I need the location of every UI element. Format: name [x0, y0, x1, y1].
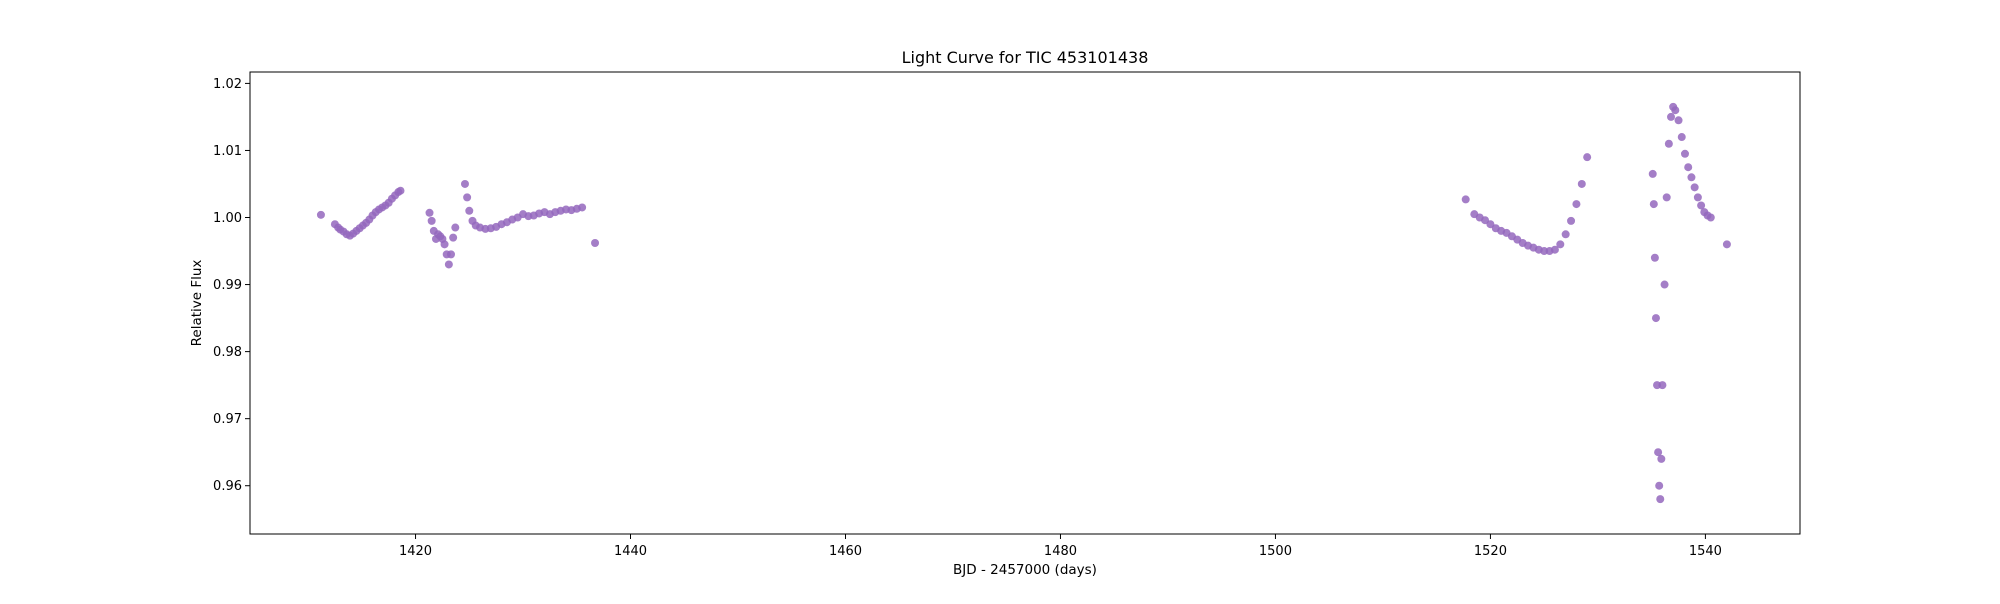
data-point [1649, 200, 1658, 209]
data-point [463, 193, 472, 202]
data-point [1567, 216, 1576, 225]
x-tick-label: 1460 [829, 544, 862, 559]
data-point [460, 179, 469, 188]
data-point [1667, 112, 1676, 121]
data-point [427, 216, 436, 225]
data-point [1658, 381, 1667, 390]
y-tick-label: 0.99 [213, 278, 242, 293]
y-tick-label: 1.00 [213, 211, 242, 226]
x-tick-label: 1520 [1474, 544, 1507, 559]
y-tick-label: 1.01 [213, 144, 242, 159]
data-point [1674, 116, 1683, 125]
data-point [578, 203, 587, 212]
data-point [1651, 314, 1660, 323]
x-tick-label: 1500 [1259, 544, 1292, 559]
x-tick-label: 1480 [1044, 544, 1077, 559]
data-point [465, 206, 474, 215]
data-point [1583, 153, 1592, 162]
data-point [1461, 195, 1470, 204]
data-point [1650, 253, 1659, 262]
data-point [1657, 454, 1666, 463]
data-point [449, 233, 458, 242]
data-point [1671, 106, 1680, 115]
data-point [440, 240, 449, 249]
data-point [1677, 133, 1686, 142]
data-point [396, 186, 405, 195]
x-axis-ticks: 1420 1440 1460 1480 1500 1520 1540 [399, 534, 1722, 559]
data-point [1697, 201, 1706, 210]
data-point [1550, 245, 1559, 254]
x-tick-label: 1540 [1689, 544, 1722, 559]
data-point [1648, 169, 1657, 178]
data-point [1656, 495, 1665, 504]
x-tick-label: 1440 [614, 544, 647, 559]
y-tick-label: 0.96 [213, 479, 242, 494]
data-point [1654, 448, 1663, 457]
data-point [1722, 240, 1731, 249]
plot-frame [249, 71, 1801, 535]
data-point [444, 260, 453, 269]
chart-title: Light Curve for TIC 453101438 [902, 48, 1149, 67]
data-point [1577, 179, 1586, 188]
y-axis-label: Relative Flux [189, 260, 205, 347]
data-point [1556, 240, 1565, 249]
data-point [1664, 139, 1673, 148]
data-point [451, 223, 460, 232]
data-point [447, 250, 456, 259]
data-point [425, 208, 434, 217]
data-point [591, 238, 600, 247]
data-point [1660, 280, 1669, 289]
y-tick-label: 1.02 [213, 77, 242, 92]
y-axis-ticks: 0.96 0.97 0.98 0.99 1.00 1.01 1.02 [213, 77, 250, 494]
data-point [1655, 481, 1664, 490]
data-point [316, 210, 325, 219]
data-point [1687, 173, 1696, 182]
x-tick-label: 1420 [399, 544, 432, 559]
x-axis-label: BJD - 2457000 (days) [953, 562, 1097, 578]
y-tick-label: 0.97 [213, 412, 242, 427]
y-tick-label: 0.98 [213, 345, 242, 360]
data-point [1693, 193, 1702, 202]
data-point [1706, 213, 1715, 222]
data-points [316, 102, 1731, 504]
data-point [1684, 163, 1693, 172]
data-point [1690, 183, 1699, 192]
data-point [1662, 193, 1671, 202]
data-point [1561, 230, 1570, 239]
data-point [1680, 149, 1689, 158]
data-point [1572, 200, 1581, 209]
